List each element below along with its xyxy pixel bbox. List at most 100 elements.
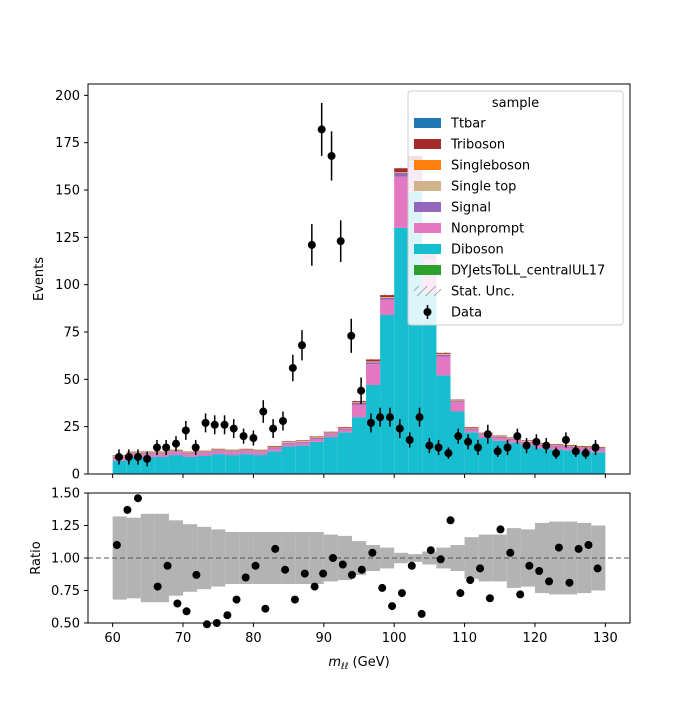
main-ytick-label-4: 100	[55, 278, 80, 293]
data-point-21	[318, 125, 326, 133]
data-point-18	[289, 364, 297, 372]
ratio-point-33	[447, 516, 455, 524]
bar-nonprompt-15	[324, 434, 338, 437]
ratio-xtick-label-2: 80	[245, 631, 262, 646]
bar-nonprompt-11	[267, 448, 281, 451]
legend-label-data: Data	[451, 306, 482, 321]
legend-swatch-dyjetstoll-centralul17	[414, 265, 441, 275]
bar-diboson-17	[352, 417, 366, 474]
ratio-point-17	[291, 596, 299, 604]
bar-diboson-13	[296, 446, 310, 474]
ratio-point-14	[261, 605, 269, 613]
ratio-point-26	[378, 584, 386, 592]
ratio-point-18	[301, 570, 309, 578]
bar-diboson-12	[282, 447, 296, 474]
ratio-point-4	[164, 562, 172, 570]
stat-unc-bin-17	[352, 401, 366, 402]
bar-signal-27	[493, 437, 507, 438]
ratio-point-19	[311, 583, 319, 591]
legend-marker-data	[424, 308, 432, 316]
data-point-31	[416, 413, 424, 421]
stat-unc-bin-11	[267, 446, 281, 447]
ratio-point-36	[476, 564, 484, 572]
data-point-47	[572, 447, 580, 455]
legend-label-nonprompt: Nonprompt	[451, 222, 524, 237]
legend-swatch-single-top	[414, 181, 441, 191]
legend-label-singleboson: Singleboson	[451, 159, 530, 174]
ratio-xtick-label-0: 60	[104, 631, 121, 646]
bar-diboson-7	[211, 454, 225, 474]
main-ytick-label-2: 50	[63, 373, 80, 388]
data-point-35	[454, 432, 462, 440]
data-point-17	[279, 417, 287, 425]
ratio-point-35	[466, 576, 474, 584]
bar-single-top-19	[380, 297, 394, 298]
data-point-16	[269, 425, 277, 433]
data-point-22	[328, 152, 336, 160]
legend-swatch-singleboson	[414, 160, 441, 170]
ratio-ytick-label-4: 1.50	[51, 487, 80, 502]
bar-nonprompt-18	[366, 364, 380, 385]
ratio-point-43	[545, 577, 553, 585]
data-point-48	[582, 449, 590, 457]
bar-diboson-16	[338, 432, 352, 474]
stat-unc-bin-14	[310, 436, 324, 437]
bar-signal-15	[324, 433, 338, 434]
bar-nonprompt-24	[451, 402, 465, 411]
data-point-19	[298, 341, 306, 349]
ratio-point-29	[408, 562, 416, 570]
bar-nonprompt-16	[338, 430, 352, 433]
bar-diboson-10	[253, 455, 267, 474]
ratio-point-15	[271, 545, 279, 553]
bar-diboson-4	[169, 455, 183, 474]
bar-nonprompt-4	[169, 452, 183, 455]
bar-signal-11	[267, 447, 281, 448]
bar-signal-19	[380, 298, 394, 300]
data-point-6	[172, 440, 180, 448]
legend-swatch-stat-unc-	[414, 286, 441, 296]
bar-single-top-18	[366, 362, 380, 363]
bar-single-top-8	[225, 451, 239, 452]
ratio-point-41	[525, 562, 533, 570]
ratio-point-40	[516, 590, 524, 598]
bar-single-top-7	[211, 450, 225, 451]
legend-swatch-ttbar	[414, 118, 441, 128]
ratio-point-48	[594, 564, 602, 572]
ratio-point-46	[575, 545, 583, 553]
bar-signal-10	[253, 451, 267, 452]
legend-label-stat-unc-: Stat. Unc.	[451, 285, 515, 300]
bar-single-top-16	[338, 428, 352, 429]
ratio-ytick-label-3: 1.25	[51, 519, 80, 534]
data-point-5	[162, 443, 170, 451]
bar-diboson-14	[310, 442, 324, 474]
stat-unc-bin-23	[436, 352, 450, 353]
bar-signal-4	[169, 451, 183, 452]
bar-signal-18	[366, 362, 380, 364]
ratio-point-34	[456, 589, 464, 597]
data-point-27	[376, 413, 384, 421]
ratio-point-7	[192, 571, 200, 579]
ratio-point-21	[329, 554, 337, 562]
stat-unc-bin-13	[296, 440, 310, 441]
data-point-34	[444, 449, 452, 457]
legend-swatch-diboson	[414, 244, 441, 254]
bar-nonprompt-10	[253, 452, 267, 455]
bar-diboson-6	[197, 456, 211, 474]
legend-label-diboson: Diboson	[451, 243, 504, 258]
stat-unc-bin-25	[465, 427, 479, 428]
legend-label-signal: Signal	[451, 201, 491, 216]
data-point-1	[125, 453, 133, 461]
bar-diboson-34	[591, 452, 605, 474]
bar-signal-7	[211, 450, 225, 451]
legend-label-ttbar: Ttbar	[450, 117, 486, 132]
ratio-point-44	[555, 544, 563, 552]
data-point-3	[143, 455, 151, 463]
data-point-24	[347, 332, 355, 340]
data-point-41	[513, 432, 521, 440]
bar-single-top-11	[267, 447, 281, 448]
bar-signal-6	[197, 452, 211, 453]
bar-nonprompt-8	[225, 452, 239, 455]
bar-nonprompt-20	[394, 177, 408, 228]
data-point-23	[337, 237, 345, 245]
